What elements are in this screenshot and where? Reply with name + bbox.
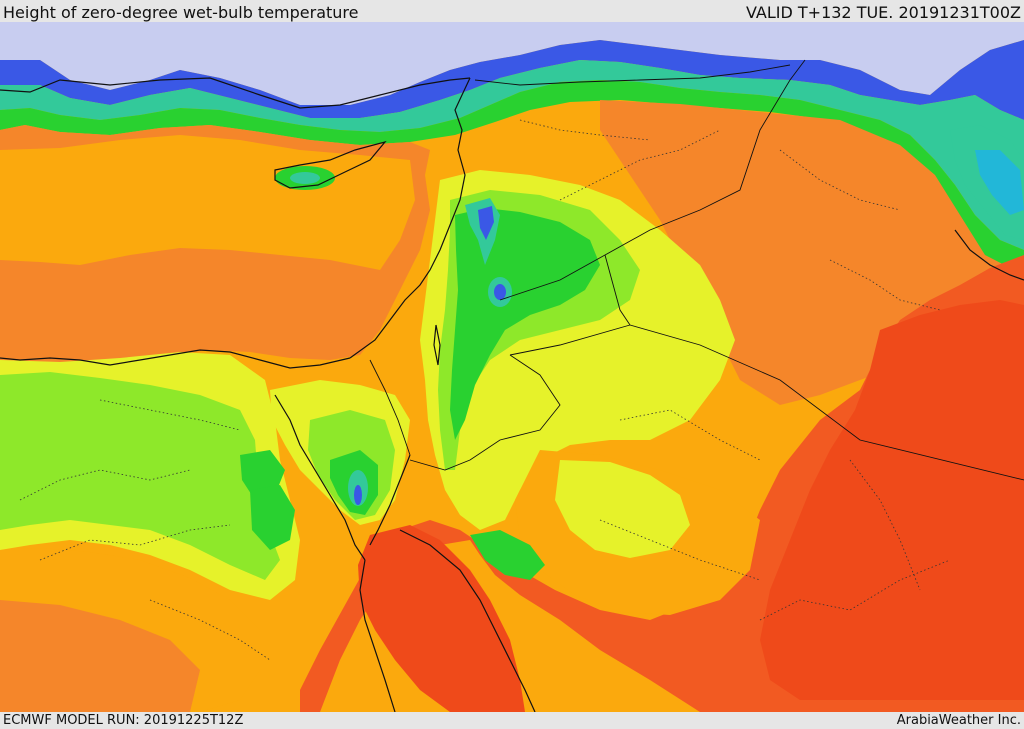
orange-red-arabia [760, 300, 1024, 700]
teal-band [0, 60, 1024, 250]
coast-gulf-aqaba [369, 454, 411, 546]
coast-red-sea-west [359, 559, 396, 712]
red-sea-north [358, 525, 525, 712]
green-levant [450, 208, 600, 440]
border-syria-iraq [499, 59, 806, 301]
blue-band [0, 40, 1024, 120]
coast-persian-gulf [954, 229, 1024, 281]
yellow-arabia [555, 460, 690, 558]
green-band [0, 80, 1024, 275]
green-egypt-spot2 [250, 485, 295, 550]
border-saudi-jordan-south [409, 354, 561, 471]
coast-anatolia [0, 77, 471, 109]
coast-egypt-north [0, 349, 351, 369]
model-run-label: ECMWF MODEL RUN: 20191225T12Z [3, 713, 244, 728]
province-borders [19, 119, 951, 661]
border-egypt-israel [369, 359, 411, 456]
coast-cyprus [274, 140, 387, 189]
map-footer: ECMWF MODEL RUN: 20191225T12Z ArabiaWeat… [0, 712, 1024, 729]
green-jordan-south [470, 530, 545, 580]
border-syria-turkey [474, 64, 791, 86]
forecast-map-svg [0, 22, 1024, 712]
blue-levant [478, 206, 494, 240]
no-data-north [0, 22, 1024, 105]
valid-time: VALID T+132 TUE. 20191231T00Z [745, 3, 1021, 22]
coastlines [0, 77, 1024, 712]
credit-label: ArabiaWeather Inc. [896, 713, 1021, 728]
border-jordan-saudi [509, 324, 631, 356]
map-header: Height of zero-degree wet-bulb temperatu… [0, 0, 1024, 22]
coast-dead-sea [433, 324, 441, 366]
coast-levant [349, 77, 471, 359]
coast-red-sea-east [399, 529, 536, 712]
lime-egypt [0, 372, 280, 580]
teal-cyprus [290, 172, 320, 184]
border-jordan-iraq [604, 254, 1024, 481]
blue-spot-golan [494, 284, 506, 300]
map-title: Height of zero-degree wet-bulb temperatu… [3, 3, 359, 22]
orange-south-west [0, 600, 200, 712]
blue-spot-sinai [354, 485, 362, 505]
coast-gulf-suez [274, 394, 366, 561]
cyan-iran [975, 150, 1024, 215]
forecast-map [0, 22, 1024, 712]
national-borders [369, 59, 1024, 481]
